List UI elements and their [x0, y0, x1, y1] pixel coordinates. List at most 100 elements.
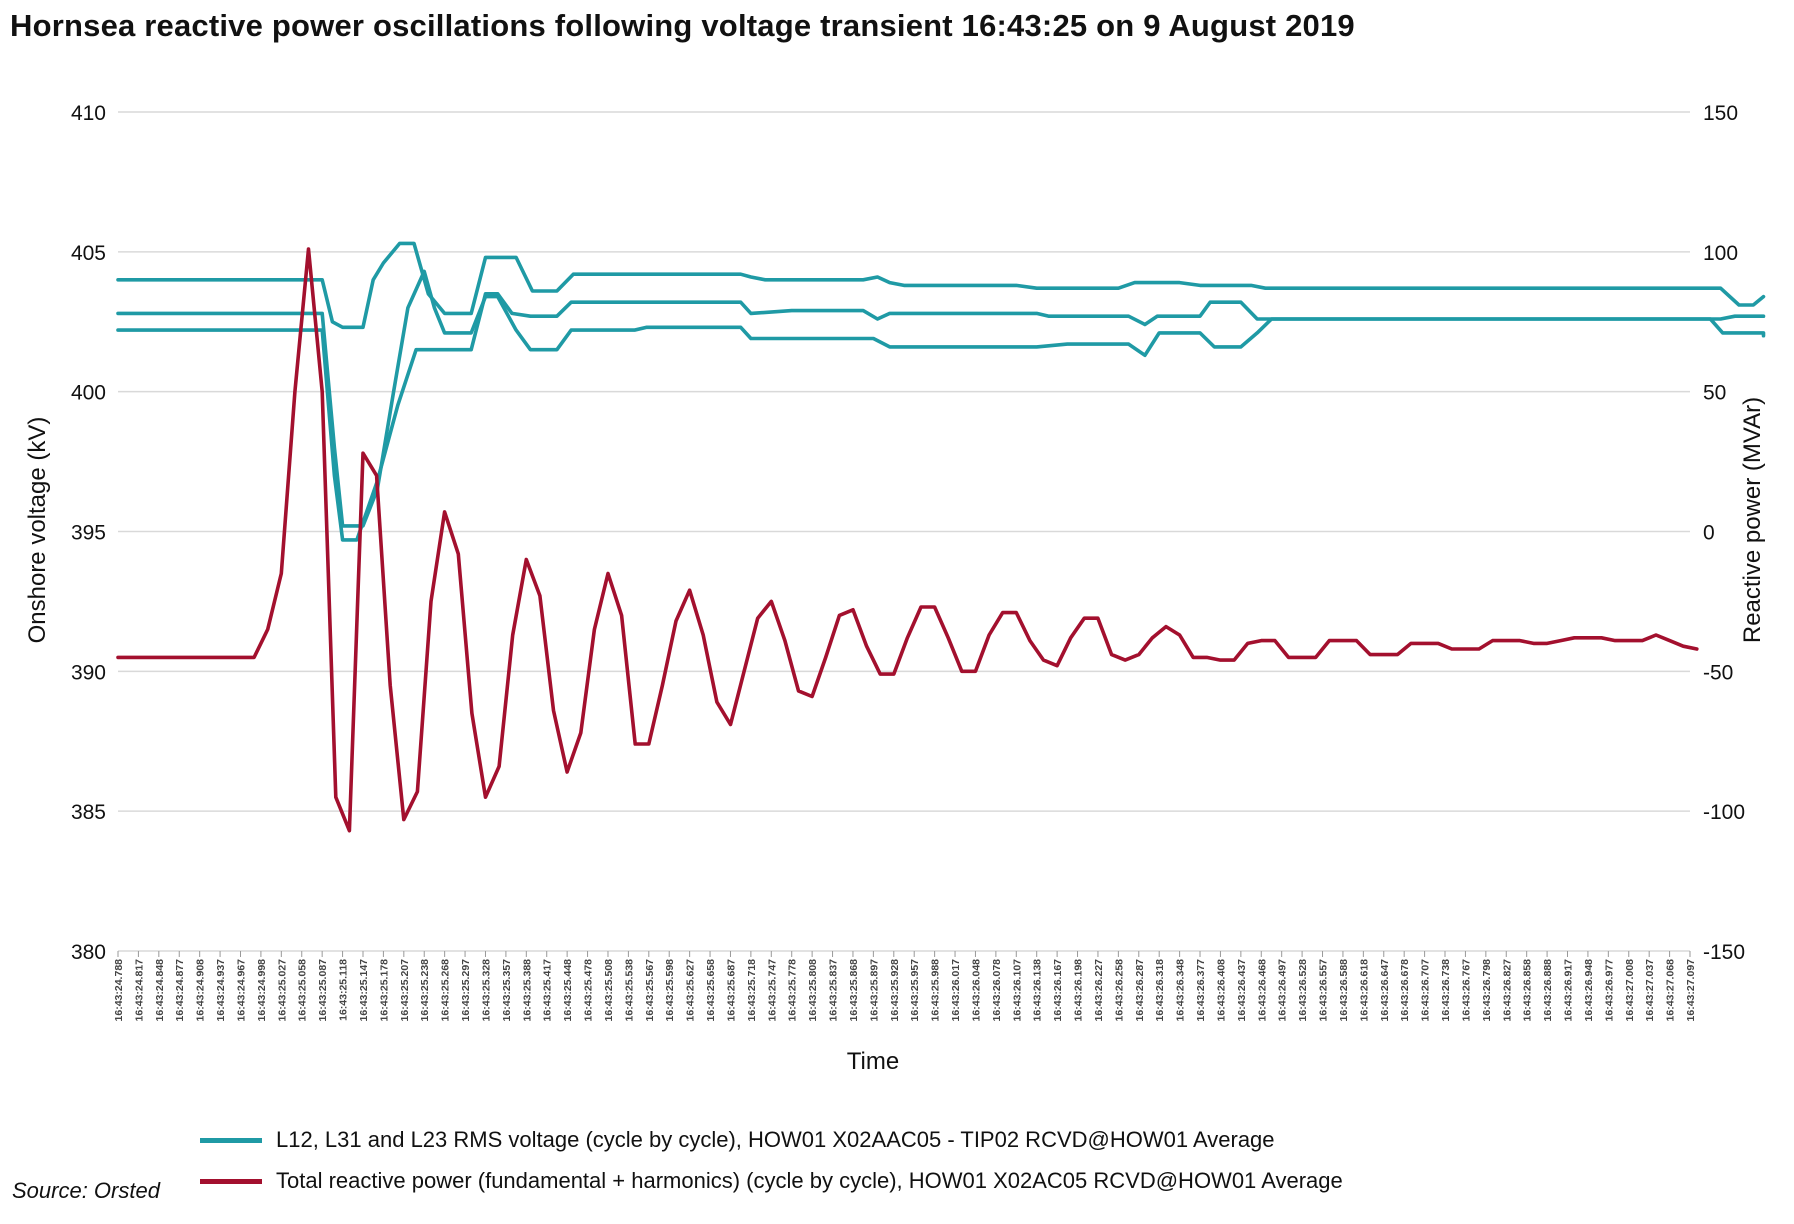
x-tick-label: 16:43:25.297 — [460, 959, 472, 1022]
gridlines — [118, 111, 1690, 952]
legend-item-reactive: Total reactive power (fundamental + harm… — [200, 1166, 1343, 1196]
legend-swatch-reactive — [200, 1178, 262, 1184]
x-tick-label: 16:43:25.357 — [501, 959, 513, 1022]
x-tick-label: 16:43:25.988 — [930, 959, 942, 1022]
x-tick-label: 16:43:26.647 — [1379, 959, 1391, 1022]
x-tick-label: 16:43:26.167 — [1052, 959, 1064, 1022]
x-tick-label: 16:43:26.798 — [1481, 959, 1493, 1022]
x-tick-label: 16:43:26.377 — [1195, 959, 1207, 1022]
x-tick-label: 16:43:25.658 — [705, 959, 717, 1022]
voltage-series-line — [116, 241, 1766, 330]
x-tick-label: 16:43:25.417 — [542, 959, 554, 1022]
x-tick-label: 16:43:25.718 — [746, 959, 758, 1022]
x-tick-label: 16:43:25.928 — [889, 959, 901, 1022]
x-tick-label: 16:43:25.897 — [868, 959, 880, 1022]
chart-title: Hornsea reactive power oscillations foll… — [10, 8, 1355, 43]
x-tick-label: 16:43:26.738 — [1440, 959, 1452, 1022]
x-tick-label: 16:43:27.008 — [1624, 959, 1636, 1022]
x-tick-label: 16:43:26.138 — [1032, 959, 1044, 1022]
x-tick-label: 16:43:25.238 — [419, 959, 431, 1022]
x-tick-label: 16:43:26.107 — [1011, 959, 1023, 1022]
x-axis-label: Time — [847, 1048, 899, 1075]
x-tick-label: 16:43:24.998 — [256, 959, 268, 1022]
x-tick-label: 16:43:26.917 — [1563, 959, 1575, 1022]
y-tick-label-left: 400 — [71, 382, 106, 405]
x-tick-label: 16:43:25.448 — [562, 959, 574, 1022]
x-axis-ticks: 16:43:24.788 16:43:24.817 16:43:24.848 16:4… — [113, 951, 1697, 1021]
x-tick-label: 16:43:25.147 — [358, 959, 370, 1022]
x-tick-label: 16:43:25.747 — [766, 959, 778, 1022]
voltage-series-line — [116, 292, 1766, 542]
x-tick-label: 16:43:24.967 — [235, 959, 247, 1022]
y-tick-label-right: -150 — [1703, 941, 1745, 964]
y-tick-label-left: 410 — [71, 102, 106, 125]
x-tick-label: 16:43:24.817 — [133, 959, 145, 1022]
x-tick-label: 16:43:26.557 — [1318, 959, 1330, 1022]
y-tick-label-left: 395 — [71, 522, 106, 545]
x-tick-label: 16:43:26.678 — [1399, 959, 1411, 1022]
x-tick-label: 16:43:25.508 — [603, 959, 615, 1022]
x-tick-label: 16:43:26.348 — [1175, 959, 1187, 1022]
y-tick-label-right: 100 — [1703, 242, 1738, 265]
x-tick-label: 16:43:26.528 — [1297, 959, 1309, 1022]
x-tick-label: 16:43:25.268 — [440, 959, 452, 1022]
x-tick-label: 16:43:25.567 — [644, 959, 656, 1022]
x-tick-label: 16:43:25.598 — [664, 959, 676, 1022]
x-tick-label: 16:43:24.848 — [154, 959, 166, 1022]
x-tick-label: 16:43:25.178 — [378, 959, 390, 1022]
x-tick-label: 16:43:26.767 — [1460, 959, 1472, 1022]
x-tick-label: 16:43:26.318 — [1154, 959, 1166, 1022]
x-tick-label: 16:43:26.707 — [1420, 959, 1432, 1022]
x-tick-label: 16:43:25.328 — [480, 959, 492, 1022]
voltage-series-line — [116, 269, 1766, 528]
x-tick-label: 16:43:26.287 — [1134, 959, 1146, 1022]
x-tick-label: 16:43:26.948 — [1583, 959, 1595, 1022]
x-tick-label: 16:43:25.778 — [787, 959, 799, 1022]
x-tick-label: 16:43:26.408 — [1215, 959, 1227, 1022]
y-axis-label-left: Onshore voltage (kV) — [24, 417, 51, 644]
legend-item-voltage: L12, L31 and L23 RMS voltage (cycle by c… — [200, 1125, 1275, 1155]
reactive-power-series-line — [116, 247, 1699, 833]
x-tick-label: 16:43:26.048 — [970, 959, 982, 1022]
y-tick-label-left: 390 — [71, 661, 106, 684]
y-tick-label-right: 150 — [1703, 102, 1738, 125]
legend-label-reactive: Total reactive power (fundamental + harm… — [276, 1168, 1343, 1193]
x-tick-label: 16:43:24.937 — [215, 959, 227, 1022]
x-tick-label: 16:43:25.058 — [297, 959, 309, 1022]
x-tick-label: 16:43:25.687 — [725, 959, 737, 1022]
x-tick-label: 16:43:26.017 — [950, 959, 962, 1022]
x-tick-label: 16:43:24.877 — [174, 959, 186, 1022]
x-tick-label: 16:43:26.858 — [1522, 959, 1534, 1022]
x-tick-label: 16:43:25.027 — [276, 959, 288, 1022]
x-tick-label: 16:43:25.087 — [317, 959, 329, 1022]
x-tick-label: 16:43:26.888 — [1542, 959, 1554, 1022]
y-tick-label-right: 0 — [1703, 522, 1715, 545]
x-tick-label: 16:43:27.068 — [1665, 959, 1677, 1022]
x-tick-label: 16:43:26.977 — [1603, 959, 1615, 1022]
right-axis-ticks: -150 -100 -50 0 50 100 150 — [1703, 102, 1745, 964]
x-tick-label: 16:43:26.078 — [991, 959, 1003, 1022]
x-tick-label: 16:43:26.468 — [1256, 959, 1268, 1022]
x-tick-label: 16:43:26.198 — [1073, 959, 1085, 1022]
x-tick-label: 16:43:26.827 — [1501, 959, 1513, 1022]
x-tick-label: 16:43:27.037 — [1644, 959, 1656, 1022]
y-tick-label-left: 405 — [71, 242, 106, 265]
y-tick-label-right: -50 — [1703, 661, 1733, 684]
legend-label-voltage: L12, L31 and L23 RMS voltage (cycle by c… — [276, 1127, 1275, 1152]
x-tick-label: 16:43:26.258 — [1113, 959, 1125, 1022]
left-axis-ticks: 380 385 390 395 400 405 410 — [71, 102, 106, 964]
x-tick-label: 16:43:25.627 — [685, 959, 697, 1022]
x-tick-label: 16:43:25.837 — [828, 959, 840, 1022]
x-tick-label: 16:43:27.097 — [1685, 959, 1697, 1022]
x-tick-label: 16:43:26.618 — [1358, 959, 1370, 1022]
y-tick-label-left: 385 — [71, 801, 106, 824]
x-tick-label: 16:43:25.957 — [909, 959, 921, 1022]
x-tick-label: 16:43:25.207 — [399, 959, 411, 1022]
x-tick-label: 16:43:25.808 — [807, 959, 819, 1022]
x-tick-label: 16:43:24.908 — [195, 959, 207, 1022]
source-note: Source: Orsted — [12, 1178, 160, 1203]
x-tick-label: 16:43:24.788 — [113, 959, 125, 1022]
x-tick-label: 16:43:25.388 — [521, 959, 533, 1022]
legend-swatch-voltage — [200, 1137, 262, 1143]
